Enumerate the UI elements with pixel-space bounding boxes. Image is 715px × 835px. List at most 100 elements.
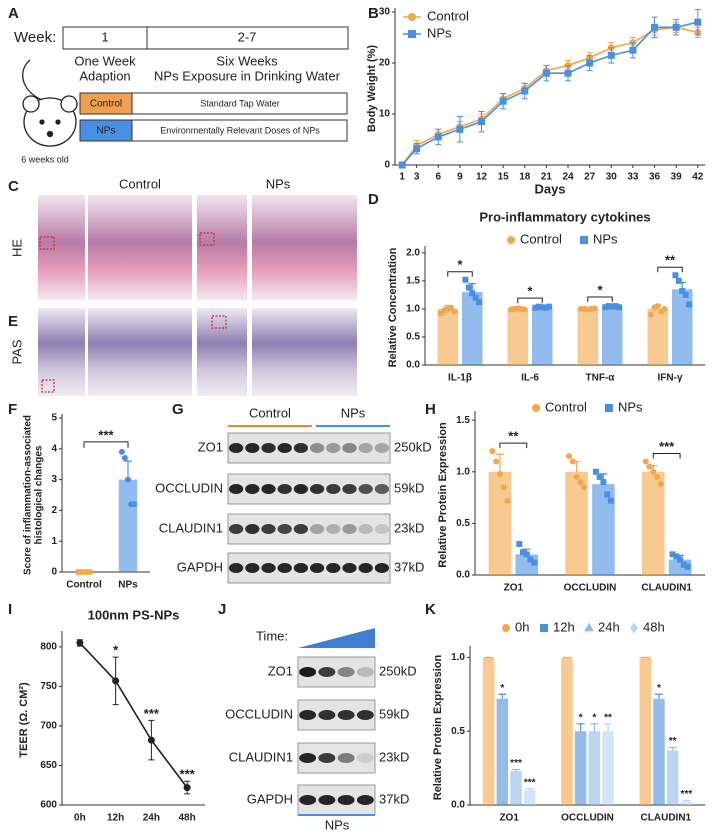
y-tick-label: 4 [51, 443, 57, 454]
y-tick-label: 10 [379, 109, 391, 120]
x-tick-label: 15 [498, 172, 510, 183]
phase-text: One Week [74, 53, 136, 68]
micrograph [88, 308, 192, 396]
size-label: 23kD [379, 749, 409, 764]
blot-band [356, 710, 374, 720]
blot-band [337, 667, 355, 677]
point [504, 497, 511, 504]
blot-band [337, 710, 355, 720]
point [581, 484, 588, 491]
blot-band [374, 524, 390, 534]
point [434, 133, 442, 141]
legend-marker [540, 624, 548, 632]
panel-letter: G [172, 401, 184, 418]
point [646, 463, 653, 470]
blot-band [326, 524, 341, 534]
point [539, 304, 546, 311]
panel-letter: A [8, 5, 19, 22]
treatment: Environmentally Relevant Doses of NPs [160, 125, 320, 135]
blot-band [228, 563, 244, 573]
error-bar [525, 788, 534, 791]
point [456, 125, 464, 133]
y-axis-label: histological changes [34, 445, 45, 544]
series-line [401, 26, 698, 166]
point [672, 272, 679, 279]
point [605, 303, 612, 310]
blot-band [228, 524, 244, 534]
y-tick-label: 0 [384, 160, 390, 171]
point [523, 551, 530, 558]
blot-band [326, 443, 341, 453]
blot-band [342, 443, 357, 453]
point [669, 551, 676, 558]
treatment: Standard Tap Water [200, 98, 280, 108]
y-tick-label: 1.5 [406, 275, 420, 286]
week: 2-7 [238, 29, 257, 44]
significance: * [592, 712, 596, 723]
significance-bracket [447, 271, 473, 277]
panel-letter: H [425, 401, 436, 418]
point [499, 97, 507, 105]
point [566, 453, 573, 460]
significance-bracket [499, 442, 528, 449]
point [183, 784, 191, 792]
point [679, 287, 686, 294]
bar [671, 289, 693, 365]
micrograph [252, 308, 357, 396]
blot-band [356, 795, 374, 805]
stain-label: HE [9, 239, 24, 257]
y-tick-label: 2.0 [406, 247, 420, 258]
point [586, 59, 594, 67]
point [612, 303, 619, 310]
significance-bracket [657, 266, 683, 273]
point [654, 473, 661, 480]
size-label: 59kD [394, 480, 424, 495]
bar [592, 484, 615, 575]
micrograph [197, 195, 247, 300]
x-tick-label: ZO1 [499, 813, 519, 824]
significance: ** [604, 712, 612, 723]
point [489, 448, 496, 455]
panel-letter: D [368, 191, 379, 208]
group-label: Control [249, 405, 291, 420]
point [87, 569, 94, 575]
y-tick-label: 0.0 [451, 800, 465, 811]
significance: *** [144, 706, 160, 721]
blot-band [318, 795, 336, 805]
time-wedge [298, 628, 375, 648]
blot-band [299, 667, 317, 677]
significance: * [657, 683, 661, 694]
group-name: Control [90, 99, 122, 110]
point [413, 145, 421, 153]
significance: * [527, 284, 533, 299]
blot-band [337, 753, 355, 763]
bar [577, 308, 599, 365]
blot-band [293, 484, 309, 494]
legend-label: 12h [553, 619, 575, 634]
size-label: 250kD [379, 663, 417, 678]
point [647, 311, 654, 318]
series-line [401, 21, 698, 166]
x-tick-label: 12 [476, 172, 488, 183]
error-bar [495, 453, 504, 472]
bar [647, 308, 669, 365]
significance: ** [665, 253, 676, 268]
x-tick-label: 39 [671, 172, 683, 183]
point [569, 458, 576, 465]
y-axis-label: Relative Protein Expression [432, 654, 444, 800]
x-tick-label: IL-6 [521, 373, 539, 384]
phase-text: Adaption [79, 68, 130, 83]
treatment-box [131, 119, 348, 142]
significance: * [113, 643, 119, 658]
panel-letter: K [425, 601, 436, 618]
group-label: Control [119, 176, 161, 191]
panel-letter: F [8, 401, 17, 418]
legend-label: Control [545, 399, 587, 414]
blot-band [299, 753, 317, 763]
legend-marker [532, 404, 540, 412]
point [654, 303, 661, 310]
point [519, 549, 526, 556]
time-label: Time: [256, 628, 288, 643]
bar [588, 731, 601, 805]
point [673, 553, 680, 560]
